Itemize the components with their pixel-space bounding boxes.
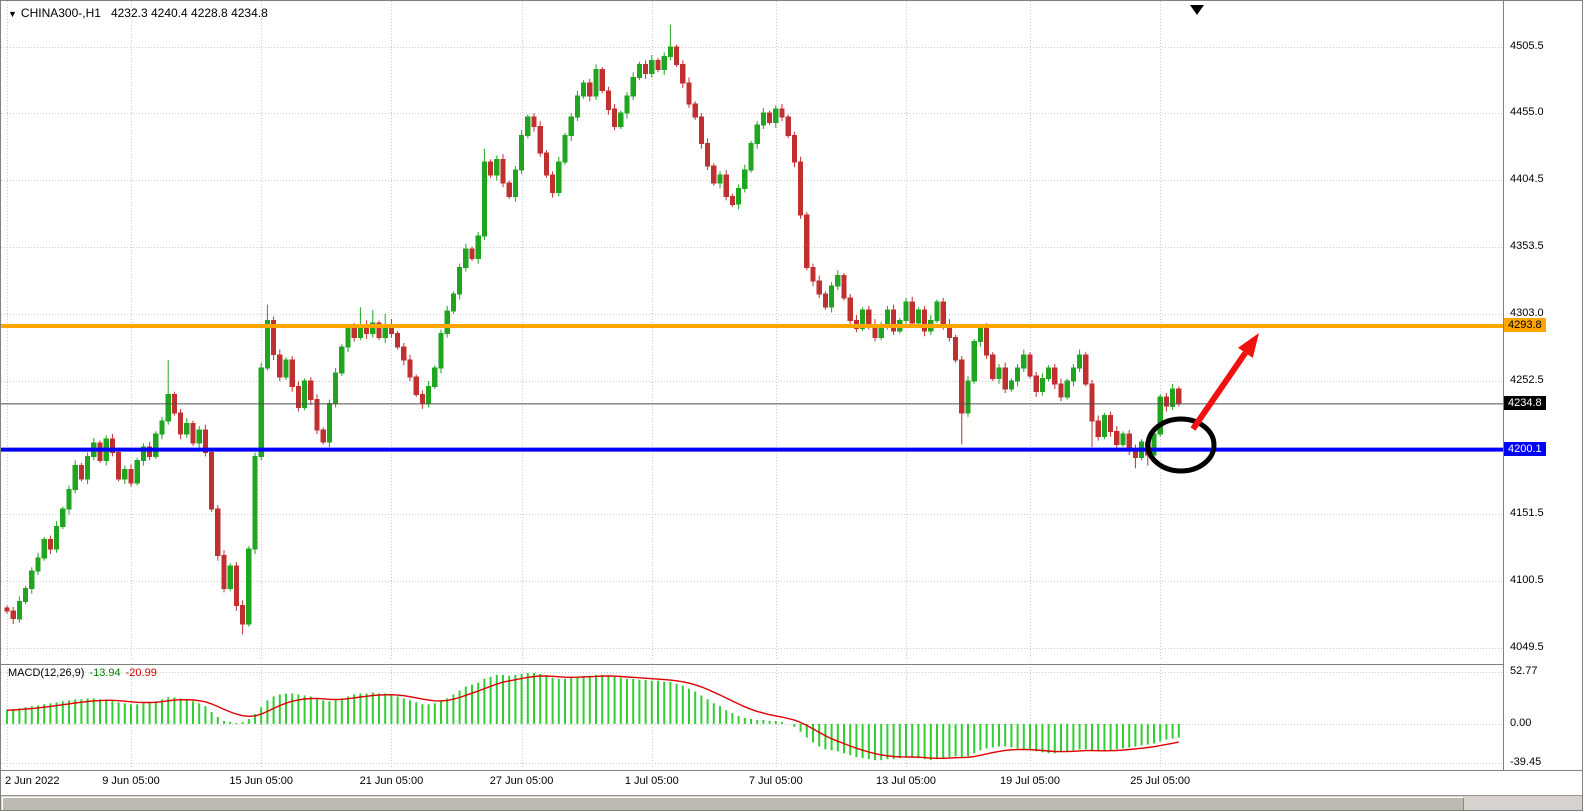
macd-main-value: -13.94 (89, 667, 121, 679)
price-tick: 4100.5 (1510, 574, 1544, 587)
macd-tick: 0.00 (1510, 716, 1532, 729)
symbol-ohlc-label: ▼ CHINA300-,H1 4232.3 4240.4 4228.8 4234.8 (8, 6, 268, 20)
horizontal-scrollbar[interactable] (1, 795, 1582, 810)
collapse-triangle-icon[interactable]: ▼ (8, 9, 17, 19)
price-label-box: 4293.8 (1504, 317, 1546, 332)
macd-signal-value: -20.99 (125, 667, 157, 679)
highlight-ellipse[interactable] (1145, 416, 1217, 474)
price-tick: 4353.5 (1510, 240, 1544, 253)
candles-layer (4, 24, 1182, 635)
macd-histogram (6, 672, 1180, 761)
price-tick: 4505.5 (1510, 39, 1544, 52)
grid-layer (1, 1, 1503, 661)
ohlc-values: 4232.3 4240.4 4228.8 4234.8 (110, 6, 268, 20)
macd-pane[interactable]: MACD(12,26,9) -13.94 -20.99 (1, 665, 1503, 770)
price-tick: 4303.0 (1510, 306, 1544, 319)
macd-signal-line (6, 675, 1179, 760)
macd-grid-layer (1, 667, 1503, 768)
price-chart-canvas[interactable] (1, 1, 1503, 664)
macd-name: MACD(12,26,9) (8, 667, 85, 679)
symbol-period: CHINA300-,H1 (20, 6, 101, 20)
price-tick: 4404.5 (1510, 172, 1544, 185)
price-axis[interactable]: 4505.5 4455.0 4404.5 4353.5 4303.0 4252.5 4151… (1504, 1, 1582, 770)
price-tick: 4455.0 (1510, 106, 1544, 119)
price-tick: 4049.5 (1510, 641, 1544, 654)
axis-vertical-separator (1503, 1, 1504, 770)
macd-indicator-label: MACD(12,26,9) -13.94 -20.99 (8, 667, 157, 679)
time-axis[interactable]: 2 Jun 2022 9 Jun 05:00 15 Jun 05:00 21 Jun … (1, 771, 1582, 794)
pane-separator[interactable] (1, 664, 1582, 665)
chart-shift-marker[interactable] (1190, 5, 1204, 15)
time-label: 13 Jul 05:00 (876, 775, 936, 787)
time-label: 25 Jul 05:00 (1130, 775, 1191, 787)
axis-separator (1, 770, 1582, 771)
price-chart-pane[interactable]: ▼ CHINA300-,H1 4232.3 4240.4 4228.8 4234.8 (1, 1, 1503, 664)
macd-tick: 52.77 (1510, 665, 1538, 678)
time-label: 21 Jun 05:00 (359, 775, 424, 787)
price-tick: 4252.5 (1510, 373, 1544, 386)
time-label: 27 Jun 05:00 (489, 775, 554, 787)
time-label: 9 Jun 05:00 (102, 775, 160, 787)
macd-canvas[interactable] (1, 665, 1503, 770)
price-label-box: 4234.8 (1504, 395, 1546, 410)
price-label-box: 4200.1 (1504, 441, 1546, 456)
trend-arrow[interactable] (1190, 333, 1259, 431)
time-label: 1 Jul 05:00 (624, 775, 679, 787)
scrollbar-thumb[interactable] (2, 797, 1464, 810)
price-tick: 4151.5 (1510, 506, 1544, 519)
time-label: 15 Jun 05:00 (229, 775, 293, 787)
macd-tick: -39.45 (1510, 755, 1542, 768)
time-label: 7 Jul 05:00 (748, 775, 803, 787)
time-label: 19 Jul 05:00 (1000, 775, 1060, 787)
time-label: 2 Jun 2022 (5, 775, 60, 787)
